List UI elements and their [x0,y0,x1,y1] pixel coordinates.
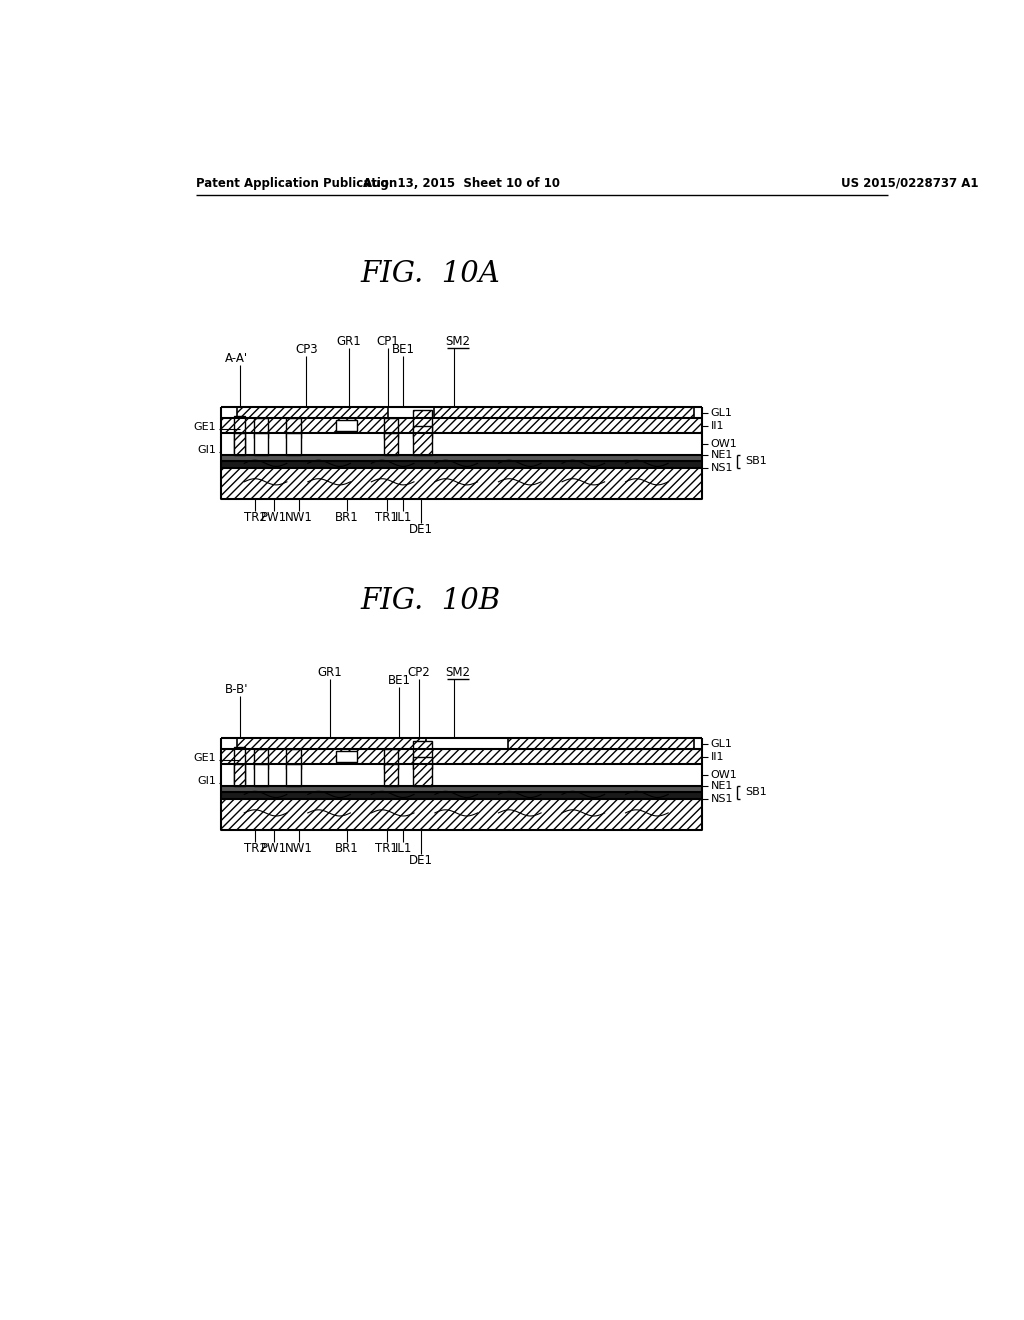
Bar [286,748,301,770]
Bar [234,747,245,784]
Text: BE1: BE1 [391,342,415,355]
Text: IL1: IL1 [394,511,412,524]
Bar [414,425,432,455]
Text: CP1: CP1 [376,335,399,348]
Text: B-B': B-B' [225,682,249,696]
Text: GR1: GR1 [317,665,342,678]
Bar [221,799,701,830]
Text: NE1: NE1 [711,781,733,791]
Bar [384,418,398,438]
Bar [336,751,357,762]
Text: II1: II1 [711,751,724,762]
Text: NW1: NW1 [285,842,312,855]
Bar [286,418,301,438]
Text: NS1: NS1 [711,462,733,473]
Bar [286,433,301,455]
Bar [221,433,701,455]
Text: CP3: CP3 [295,342,317,355]
Text: TR1: TR1 [376,842,398,855]
Text: TR2: TR2 [244,842,266,855]
Text: SB1: SB1 [744,457,767,466]
Text: CP2: CP2 [408,665,430,678]
Bar [221,418,701,433]
Text: Patent Application Publication: Patent Application Publication [197,177,397,190]
Text: GE1: GE1 [194,754,216,763]
Bar [237,407,388,418]
Bar [221,461,701,469]
Bar [234,764,245,785]
Text: PW1: PW1 [261,511,287,524]
Text: FIG.  10A: FIG. 10A [360,260,500,288]
Bar [508,738,693,748]
Text: SM2: SM2 [445,665,471,678]
Bar [336,420,357,430]
Bar [221,764,701,785]
Text: NW1: NW1 [285,511,312,524]
Text: OW1: OW1 [711,440,737,449]
Bar [221,748,701,764]
Text: GL1: GL1 [711,739,733,748]
Text: Aug. 13, 2015  Sheet 10 of 10: Aug. 13, 2015 Sheet 10 of 10 [362,177,560,190]
Text: TR2: TR2 [244,511,266,524]
Text: II1: II1 [711,421,724,430]
Text: IL1: IL1 [394,842,412,855]
Text: GE1: GE1 [194,422,216,432]
Text: DE1: DE1 [409,854,433,867]
Text: PW1: PW1 [261,842,287,855]
Text: BR1: BR1 [335,842,358,855]
Bar [254,748,268,770]
Bar [221,785,701,792]
Text: SB1: SB1 [744,788,767,797]
Text: GI1: GI1 [198,776,216,787]
Bar [237,738,426,748]
Bar [286,764,301,785]
Text: SM2: SM2 [445,335,471,348]
Bar [434,407,693,418]
Text: NE1: NE1 [711,450,733,459]
Text: US 2015/0228737 A1: US 2015/0228737 A1 [841,177,979,190]
Text: GR1: GR1 [337,335,361,348]
Bar [384,748,398,770]
Text: BR1: BR1 [335,511,358,524]
Bar [234,433,245,455]
Text: GI1: GI1 [198,445,216,455]
Bar [414,411,432,438]
Bar [254,433,268,455]
Text: FIG.  10B: FIG. 10B [360,587,501,615]
Text: NS1: NS1 [711,793,733,804]
Text: TR1: TR1 [376,511,398,524]
Text: BE1: BE1 [388,673,411,686]
Bar [384,764,398,785]
Text: GL1: GL1 [711,408,733,417]
Text: OW1: OW1 [711,770,737,780]
Text: DE1: DE1 [409,524,433,536]
Bar [234,416,245,453]
Bar [414,742,432,770]
Bar [254,418,268,438]
Bar [254,764,268,785]
Bar [384,433,398,455]
Bar [221,792,701,799]
Bar [414,756,432,785]
Bar [221,455,701,461]
Text: A-A': A-A' [225,351,248,364]
Bar [221,469,701,499]
